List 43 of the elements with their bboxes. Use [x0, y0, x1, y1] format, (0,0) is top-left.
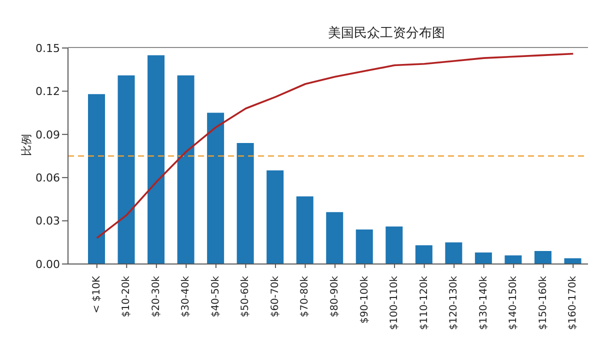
- bar: [386, 226, 403, 264]
- x-tick-label: $120-130k: [448, 276, 460, 330]
- x-tick-label: $40-50k: [210, 276, 222, 318]
- y-tick-label: 0.03: [36, 214, 60, 228]
- x-tick-label: < $10K: [91, 276, 102, 314]
- x-tick-label: $20-30k: [150, 276, 162, 318]
- bar: [445, 242, 462, 264]
- bar: [266, 170, 284, 264]
- y-tick-label: 0.09: [36, 128, 60, 142]
- bar: [236, 143, 254, 264]
- y-axis-title: 比例: [20, 134, 33, 156]
- y-tick-label: 0.00: [36, 258, 60, 271]
- y-tick-label: 0.06: [36, 172, 60, 185]
- x-tick-label: $140-150k: [508, 276, 520, 330]
- chart-title: 美国民众工资分布图: [328, 25, 445, 42]
- bar: [148, 55, 165, 264]
- x-tick-label: $80-90k: [330, 276, 340, 318]
- x-tick-label: $50-60k: [240, 276, 252, 318]
- x-tick-label: $110-120k: [418, 276, 430, 330]
- y-tick-label: 0.12: [36, 85, 60, 98]
- bar: [356, 229, 373, 264]
- y-tick-label: 0.15: [36, 42, 60, 55]
- bar: [474, 252, 492, 264]
- x-tick-label: $70-80k: [300, 276, 311, 318]
- bar: [415, 245, 432, 264]
- x-tick-label: $130-140k: [478, 276, 490, 330]
- x-tick-label: $90-100k: [359, 276, 370, 324]
- x-tick-label: $60-70k: [270, 276, 281, 318]
- bar: [207, 112, 224, 264]
- x-tick-label: $10-20k: [121, 276, 132, 318]
- x-tick-label: $160-170k: [568, 276, 579, 330]
- bar: [88, 94, 105, 264]
- bar: [296, 196, 314, 264]
- bar: [118, 75, 135, 264]
- bar: [326, 212, 344, 264]
- line-series: [96, 52, 574, 239]
- x-tick-label: $100-110k: [389, 276, 400, 330]
- bar: [177, 75, 194, 264]
- x-tick-label: $150-160k: [538, 276, 549, 330]
- x-tick-label: $30-40k: [180, 276, 192, 318]
- bar: [564, 258, 582, 264]
- bar: [534, 251, 552, 264]
- bar: [504, 255, 522, 264]
